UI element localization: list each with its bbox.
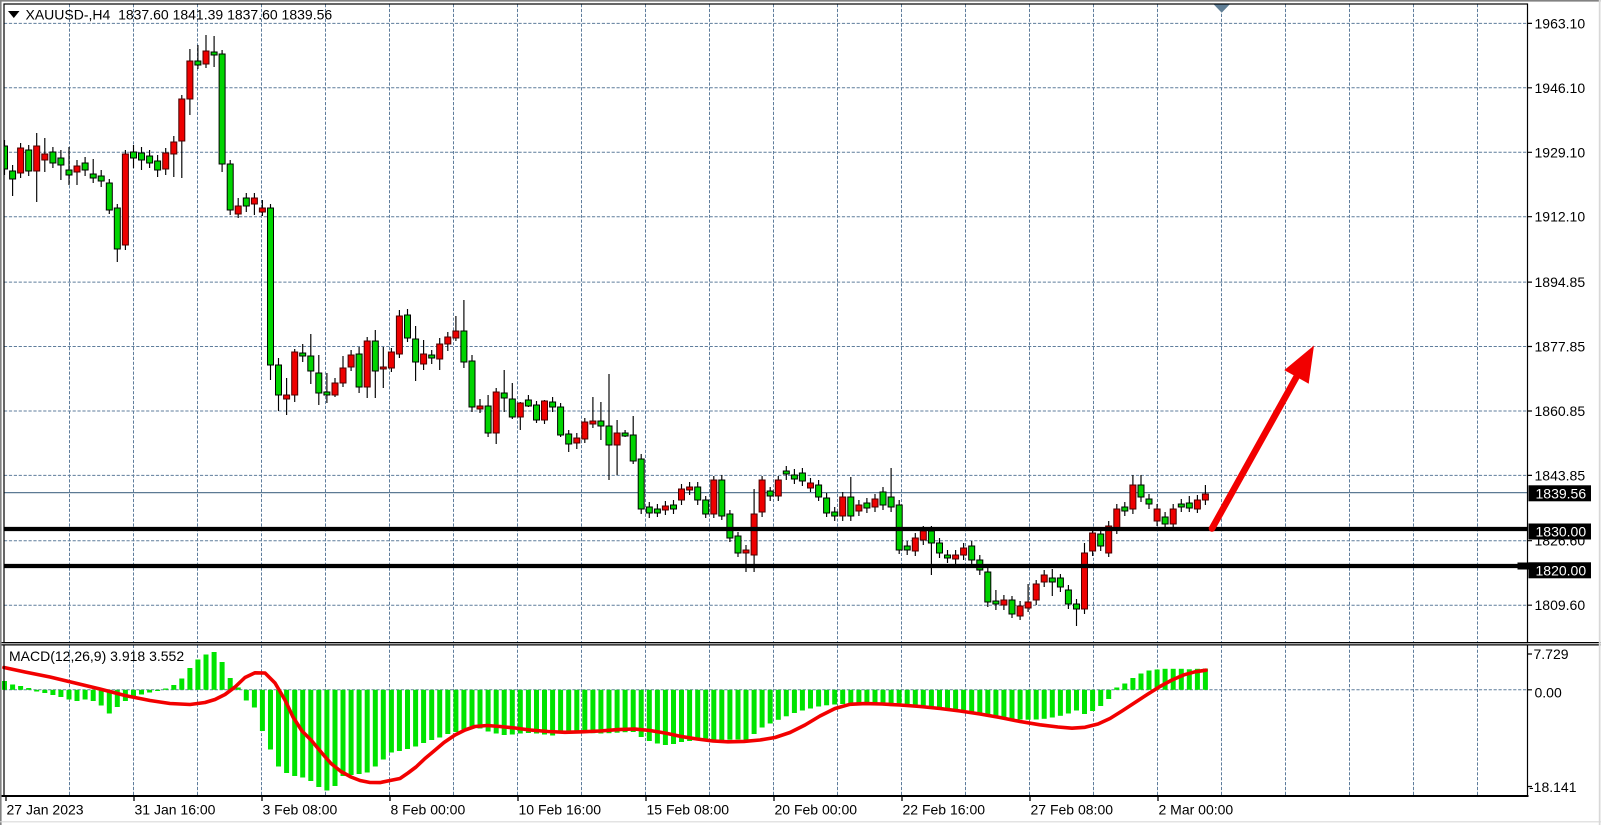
svg-text:1894.85: 1894.85: [1535, 274, 1586, 290]
svg-text:1820.00: 1820.00: [1536, 562, 1587, 578]
svg-text:-18.141: -18.141: [1529, 779, 1577, 795]
svg-text:27 Jan 2023: 27 Jan 2023: [7, 802, 84, 818]
svg-text:1830.00: 1830.00: [1536, 524, 1587, 540]
svg-text:1963.10: 1963.10: [1535, 15, 1586, 31]
svg-text:1877.85: 1877.85: [1535, 339, 1586, 355]
svg-text:7.729: 7.729: [1534, 646, 1569, 662]
svg-text:0.00: 0.00: [1535, 684, 1562, 700]
svg-text:1912.10: 1912.10: [1535, 209, 1586, 225]
svg-text:15 Feb 08:00: 15 Feb 08:00: [647, 802, 730, 818]
svg-text:31 Jan 16:00: 31 Jan 16:00: [135, 802, 216, 818]
svg-text:XAUUSD-,H4 1837.60 1841.39 18: XAUUSD-,H4 1837.60 1841.39 1837.60 1839.…: [26, 7, 333, 23]
svg-text:1860.85: 1860.85: [1535, 403, 1586, 419]
svg-text:1809.60: 1809.60: [1535, 597, 1586, 613]
svg-text:1929.10: 1929.10: [1535, 144, 1586, 160]
svg-text:MACD(12,26,9) 3.918 3.552: MACD(12,26,9) 3.918 3.552: [9, 648, 184, 664]
svg-text:22 Feb 16:00: 22 Feb 16:00: [903, 802, 986, 818]
svg-text:2 Mar 00:00: 2 Mar 00:00: [1159, 802, 1234, 818]
svg-text:8 Feb 00:00: 8 Feb 00:00: [391, 802, 466, 818]
svg-text:1839.56: 1839.56: [1536, 485, 1587, 501]
svg-text:3 Feb 08:00: 3 Feb 08:00: [263, 802, 338, 818]
svg-text:20 Feb 00:00: 20 Feb 00:00: [775, 802, 858, 818]
svg-text:1843.85: 1843.85: [1535, 467, 1586, 483]
svg-text:1946.10: 1946.10: [1535, 80, 1586, 96]
svg-text:27 Feb 08:00: 27 Feb 08:00: [1031, 802, 1114, 818]
svg-text:10 Feb 16:00: 10 Feb 16:00: [519, 802, 602, 818]
